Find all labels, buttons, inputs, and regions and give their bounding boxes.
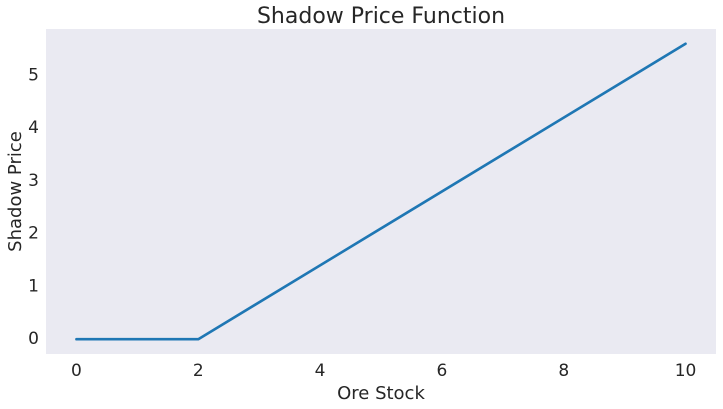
y-tick-label: 0 — [28, 329, 39, 349]
x-tick-label: 0 — [71, 361, 82, 381]
x-tick-label: 10 — [675, 361, 697, 381]
x-tick-labels: 0 2 4 6 8 10 — [71, 361, 696, 381]
y-axis-label: Shadow Price — [5, 131, 26, 252]
y-tick-label: 4 — [28, 118, 39, 138]
x-tick-label: 2 — [193, 361, 204, 381]
y-tick-label: 1 — [28, 276, 39, 296]
x-tick-label: 6 — [436, 361, 447, 381]
y-tick-label: 3 — [28, 171, 39, 191]
x-axis-label: Ore Stock — [337, 383, 425, 404]
x-tick-label: 8 — [558, 361, 569, 381]
plot-background — [46, 29, 716, 354]
y-tick-labels: 0 1 2 3 4 5 — [28, 65, 39, 349]
series-layer — [75, 42, 687, 341]
y-tick-label: 5 — [28, 65, 39, 85]
chart-title: Shadow Price Function — [257, 4, 505, 29]
x-tick-label: 4 — [315, 361, 326, 381]
y-tick-label: 2 — [28, 224, 39, 244]
series-line-0 — [75, 42, 687, 341]
